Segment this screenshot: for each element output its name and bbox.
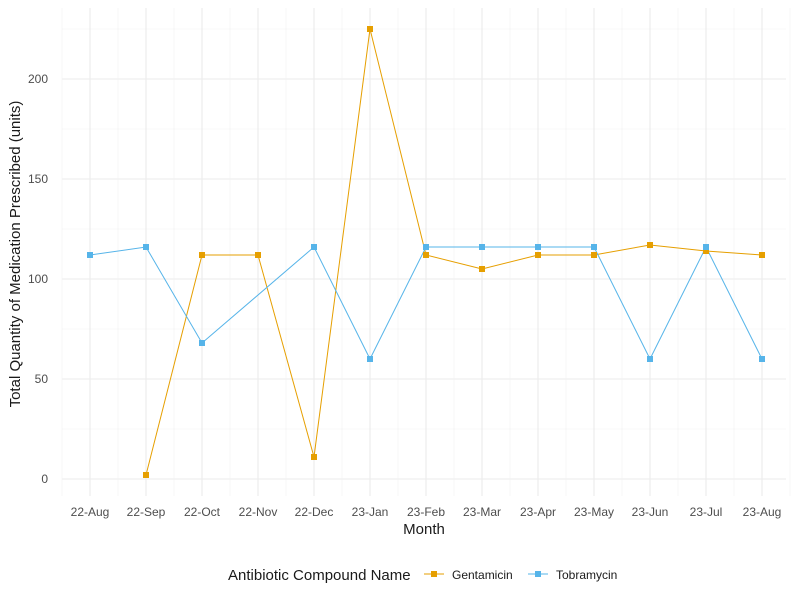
data-point-gentamicin <box>143 472 149 478</box>
data-point-tobramycin <box>647 356 653 362</box>
y-tick-label: 100 <box>28 272 48 286</box>
legend-item-gentamicin: Gentamicin <box>424 568 513 582</box>
data-point-gentamicin <box>647 242 653 248</box>
series-points <box>87 26 765 478</box>
x-tick-label: 23-Aug <box>743 505 782 519</box>
data-point-tobramycin <box>87 252 93 258</box>
x-tick-label: 23-Mar <box>463 505 501 519</box>
legend-item-tobramycin: Tobramycin <box>528 568 617 582</box>
x-tick-label: 23-Jan <box>352 505 389 519</box>
y-tick-label: 0 <box>41 472 48 486</box>
legend-label: Tobramycin <box>556 568 617 582</box>
data-point-gentamicin <box>255 252 261 258</box>
data-point-tobramycin <box>311 244 317 250</box>
data-point-tobramycin <box>423 244 429 250</box>
data-point-tobramycin <box>591 244 597 250</box>
legend-label: Gentamicin <box>452 568 513 582</box>
data-point-gentamicin <box>423 252 429 258</box>
data-point-gentamicin <box>311 454 317 460</box>
data-point-tobramycin <box>759 356 765 362</box>
x-axis-title: Month <box>403 521 445 538</box>
y-axis-tick-labels: 0 50 100 150 200 <box>28 72 48 486</box>
legend-title: Antibiotic Compound Name <box>228 567 411 584</box>
data-point-gentamicin <box>479 266 485 272</box>
x-tick-label: 22-Nov <box>239 505 278 519</box>
data-point-gentamicin <box>591 252 597 258</box>
series-line-tobramycin <box>89 245 763 361</box>
x-tick-label: 23-May <box>574 505 614 519</box>
x-tick-label: 23-Jun <box>632 505 669 519</box>
x-axis-tick-labels: 22-Aug 22-Sep 22-Oct 22-Nov 22-Dec 23-Jan 23-F… <box>71 505 782 519</box>
y-tick-label: 150 <box>28 172 48 186</box>
x-tick-label: 23-Feb <box>407 505 445 519</box>
legend-key-marker <box>431 571 437 577</box>
series-line-gentamicin <box>145 28 763 476</box>
x-tick-label: 22-Aug <box>71 505 110 519</box>
data-point-tobramycin <box>199 340 205 346</box>
y-tick-label: 50 <box>35 372 49 386</box>
series-lines <box>89 28 763 476</box>
legend: Antibiotic Compound Name Gentamicin Tobr… <box>228 567 617 584</box>
data-point-gentamicin <box>199 252 205 258</box>
data-point-tobramycin <box>367 356 373 362</box>
x-tick-label: 22-Sep <box>127 505 166 519</box>
y-tick-label: 200 <box>28 72 48 86</box>
x-tick-label: 22-Oct <box>184 505 221 519</box>
x-tick-label: 23-Jul <box>690 505 723 519</box>
x-tick-label: 23-Apr <box>520 505 556 519</box>
data-point-gentamicin <box>703 248 709 254</box>
y-axis-title: Total Quantity of Medication Prescribed … <box>7 101 24 408</box>
data-point-tobramycin <box>535 244 541 250</box>
data-point-gentamicin <box>535 252 541 258</box>
data-point-gentamicin <box>759 252 765 258</box>
legend-key-marker <box>535 571 541 577</box>
data-point-tobramycin <box>703 244 709 250</box>
x-tick-label: 22-Dec <box>295 505 334 519</box>
data-point-tobramycin <box>479 244 485 250</box>
data-point-gentamicin <box>367 26 373 32</box>
data-point-tobramycin <box>143 244 149 250</box>
